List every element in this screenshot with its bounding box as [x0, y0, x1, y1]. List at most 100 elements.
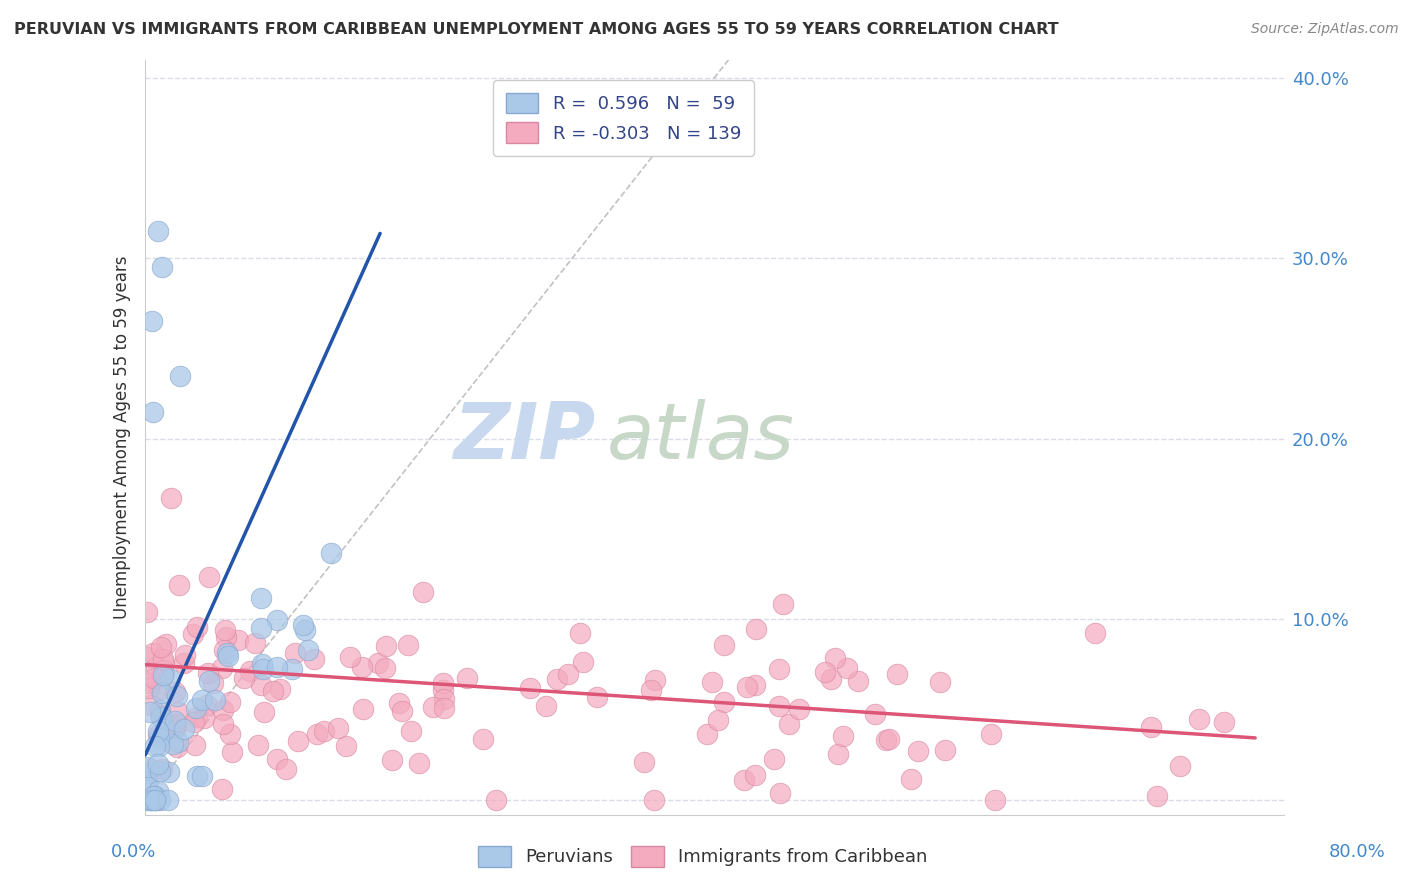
Point: [139, 698, 162, 712]
Point: [744, 768, 766, 782]
Point: [186, 769, 208, 783]
Point: [294, 624, 316, 638]
Point: [820, 672, 842, 686]
Point: [186, 710, 208, 724]
Point: [149, 703, 172, 717]
Point: [165, 717, 187, 731]
Point: [173, 722, 195, 736]
Point: [143, 671, 166, 685]
Point: [165, 719, 187, 733]
Point: [163, 722, 186, 736]
Point: [152, 652, 174, 666]
Point: [150, 710, 173, 724]
Point: [181, 627, 204, 641]
Point: [152, 667, 174, 681]
Point: [519, 681, 541, 696]
Point: [184, 738, 207, 752]
Point: [1213, 714, 1236, 729]
Point: [831, 729, 853, 743]
Point: [221, 745, 243, 759]
Point: [135, 793, 157, 807]
Point: [215, 646, 238, 660]
Point: [1168, 759, 1191, 773]
Point: [143, 793, 166, 807]
Point: [148, 731, 170, 746]
Point: [149, 682, 172, 697]
Text: Source: ZipAtlas.com: Source: ZipAtlas.com: [1251, 22, 1399, 37]
Point: [835, 660, 858, 674]
Point: [139, 793, 162, 807]
Point: [226, 632, 249, 647]
Point: [136, 765, 159, 780]
Point: [232, 672, 254, 686]
Text: atlas: atlas: [606, 399, 794, 475]
Point: [204, 693, 226, 707]
Text: 80.0%: 80.0%: [1329, 843, 1385, 861]
Point: [139, 762, 162, 776]
Point: [745, 622, 768, 636]
Point: [304, 651, 326, 665]
Point: [929, 675, 952, 690]
Point: [150, 686, 173, 700]
Point: [412, 585, 434, 599]
Point: [381, 753, 404, 767]
Point: [148, 757, 170, 772]
Point: [201, 676, 224, 690]
Point: [197, 666, 219, 681]
Point: [644, 673, 666, 687]
Point: [150, 260, 173, 275]
Point: [534, 698, 557, 713]
Point: [218, 726, 240, 740]
Point: [191, 692, 214, 706]
Point: [762, 751, 785, 765]
Point: [984, 793, 1007, 807]
Point: [186, 620, 208, 634]
Point: [138, 760, 160, 774]
Point: [193, 711, 215, 725]
Point: [433, 692, 456, 706]
Point: [142, 646, 165, 660]
Point: [139, 793, 162, 807]
Point: [166, 739, 188, 754]
Point: [253, 706, 276, 720]
Point: [877, 732, 900, 747]
Point: [146, 728, 169, 742]
Point: [772, 597, 794, 611]
Point: [1084, 625, 1107, 640]
Point: [141, 314, 163, 328]
Point: [167, 706, 190, 720]
Point: [163, 685, 186, 699]
Point: [138, 676, 160, 690]
Point: [217, 649, 239, 664]
Point: [292, 618, 315, 632]
Point: [557, 667, 579, 681]
Point: [352, 702, 374, 716]
Point: [174, 648, 197, 663]
Point: [136, 605, 159, 619]
Point: [643, 793, 665, 807]
Text: 0.0%: 0.0%: [111, 843, 156, 861]
Point: [152, 663, 174, 677]
Point: [432, 683, 454, 698]
Y-axis label: Unemployment Among Ages 55 to 59 years: Unemployment Among Ages 55 to 59 years: [114, 255, 131, 619]
Text: ZIP: ZIP: [453, 399, 595, 475]
Point: [768, 698, 790, 713]
Point: [152, 762, 174, 776]
Point: [350, 659, 373, 673]
Point: [456, 671, 478, 685]
Point: [388, 697, 411, 711]
Point: [297, 642, 319, 657]
Point: [148, 724, 170, 739]
Point: [399, 723, 422, 738]
Point: [212, 643, 235, 657]
Point: [422, 699, 444, 714]
Point: [145, 659, 167, 673]
Point: [700, 675, 723, 690]
Point: [863, 706, 886, 721]
Point: [640, 682, 662, 697]
Point: [142, 405, 165, 419]
Point: [472, 731, 495, 746]
Point: [633, 755, 655, 769]
Point: [252, 657, 274, 672]
Point: [281, 662, 304, 676]
